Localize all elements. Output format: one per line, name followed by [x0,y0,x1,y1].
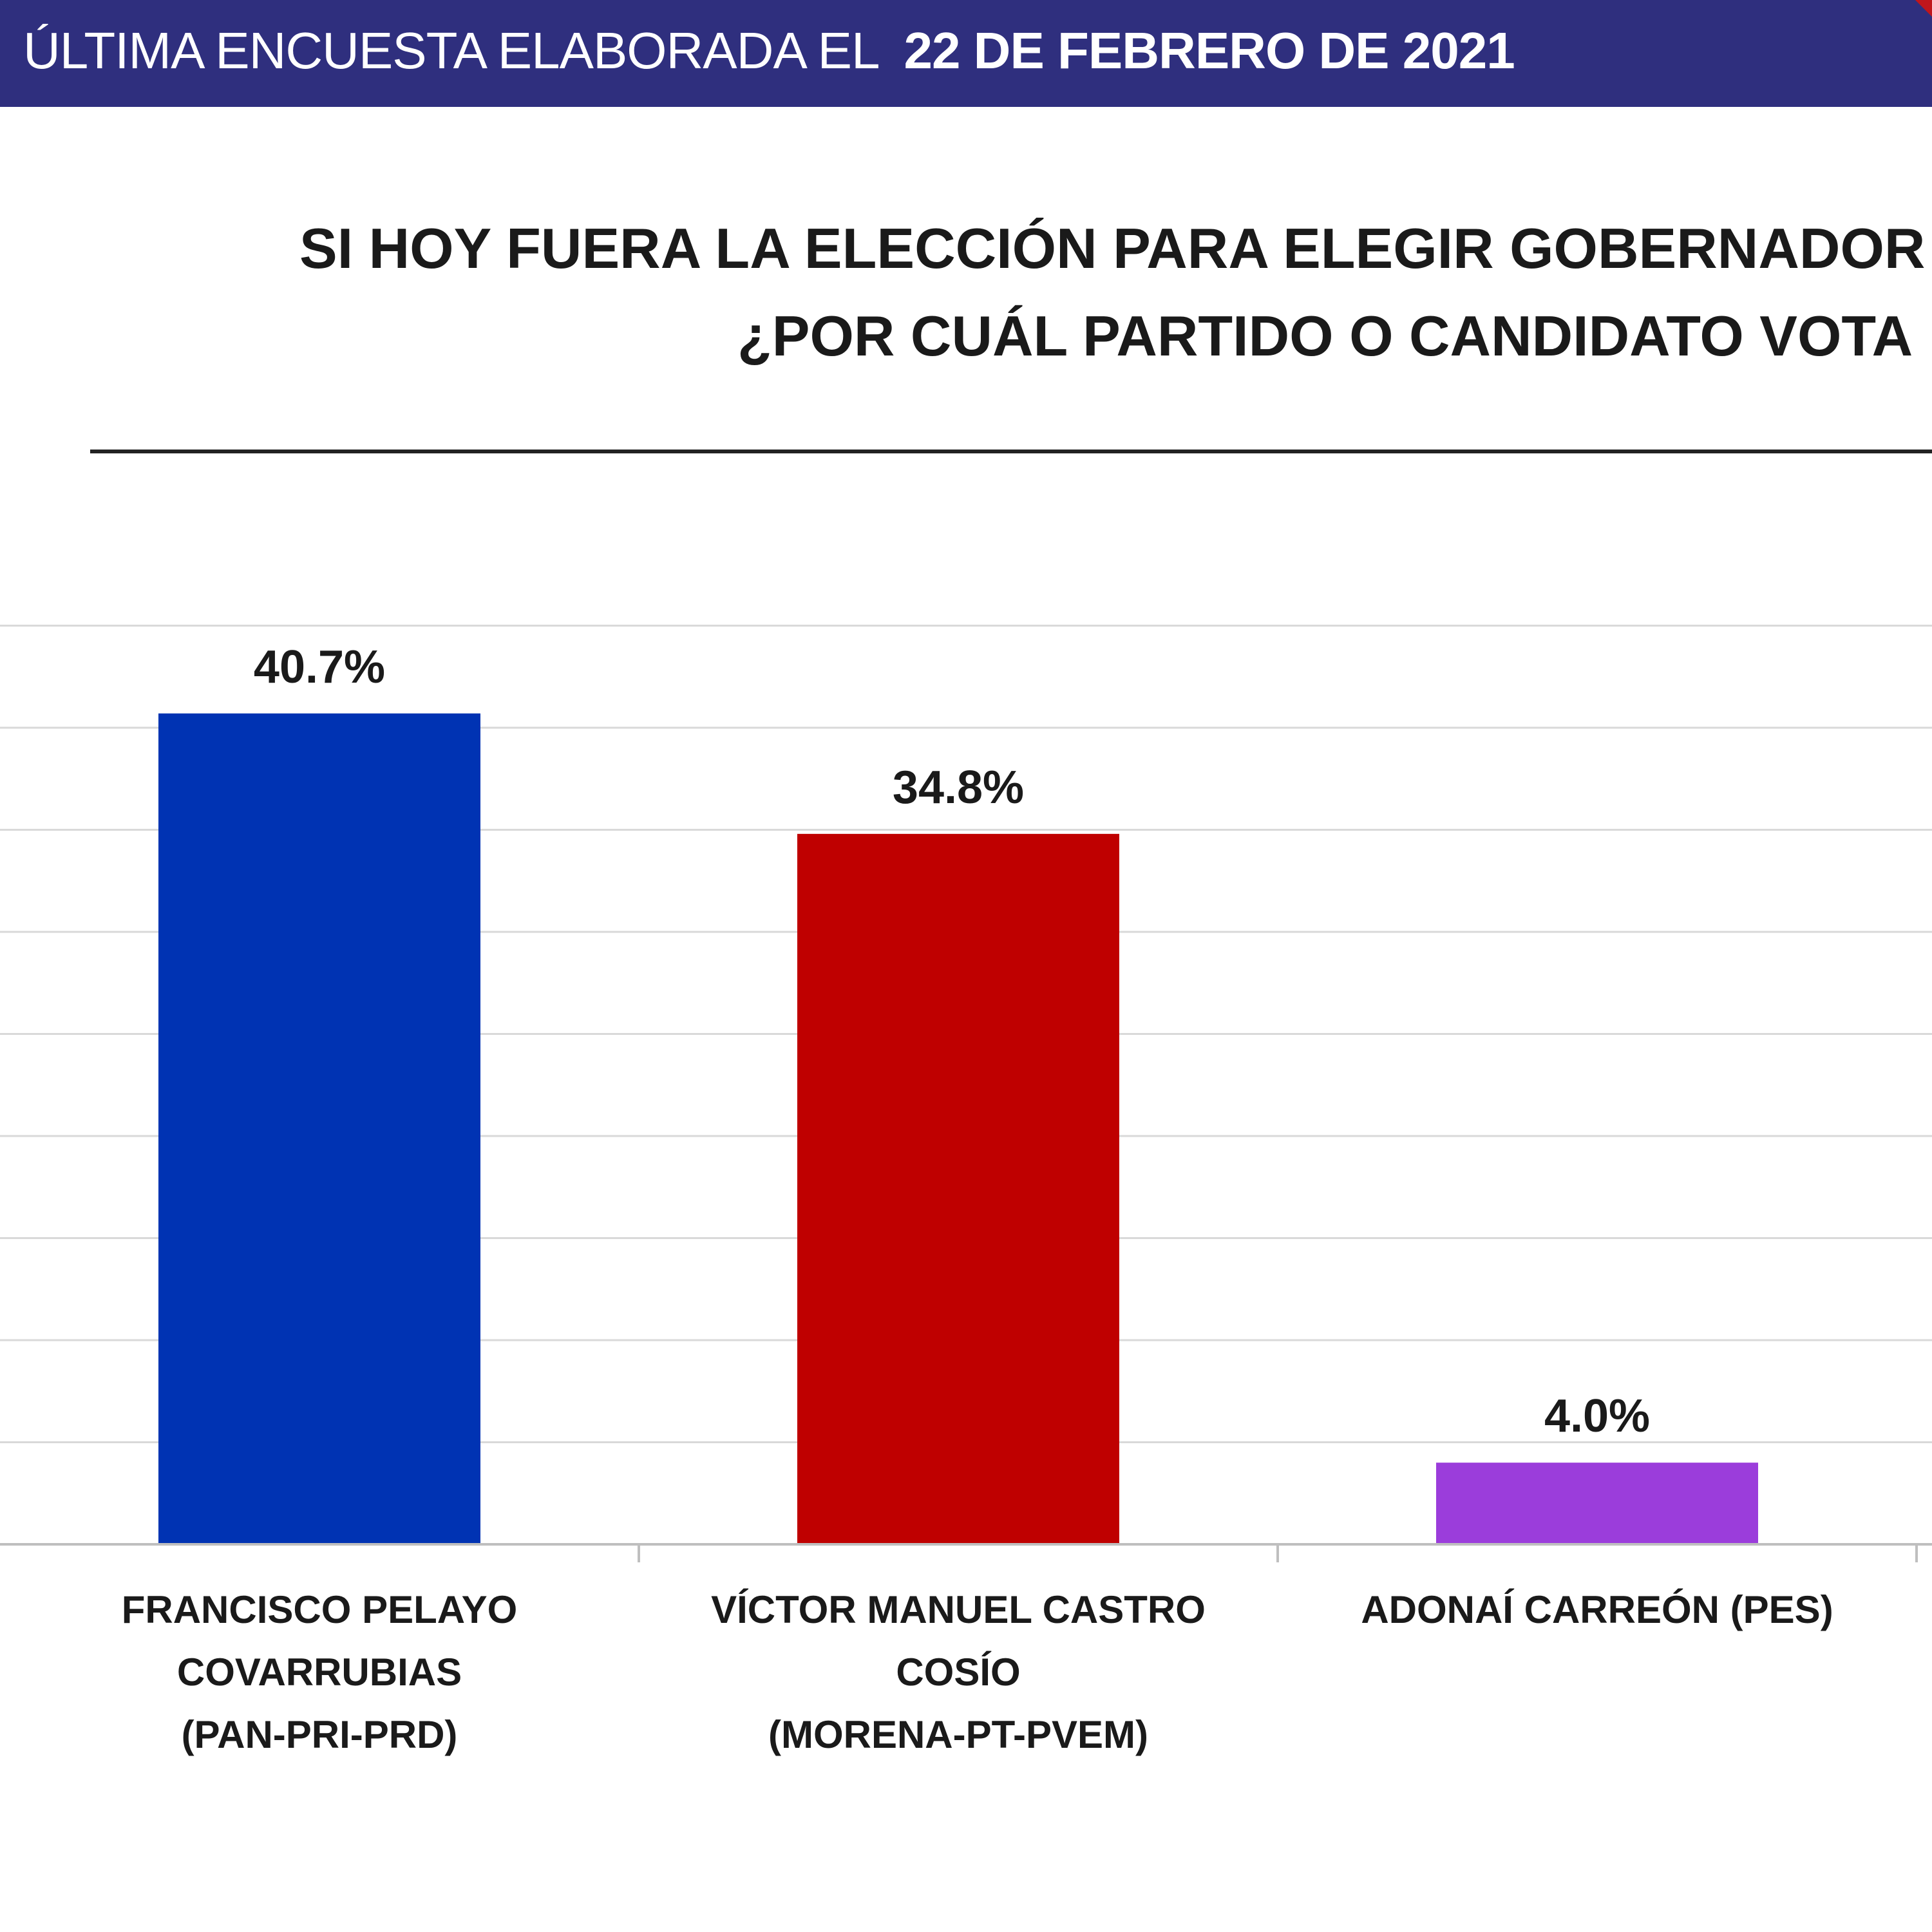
bar-1 [158,713,480,1544]
category-label-2-line-1: VÍCTOR MANUEL CASTRO [711,1588,1206,1631]
corner-accent [1915,0,1932,17]
survey-date-banner: ÚLTIMA ENCUESTA ELABORADA EL 22 DE FEBRER… [0,0,1932,107]
chart-title: SI HOY FUERA LA ELECCIÓN PARA ELEGIR GOB… [299,205,1932,380]
category-label-1-line-2: COVARRUBIAS [177,1651,462,1694]
bar-3 [1436,1463,1758,1544]
bars: 40.7% 34.8% 4.0% [158,641,1758,1544]
bar-value-label-2: 34.8% [893,762,1024,813]
category-label-3-line-1: ADONAÍ CARREÓN (PES) [1361,1588,1833,1631]
category-label-2: VÍCTOR MANUEL CASTRO COSÍO (MORENA-PT-PVEM… [711,1588,1206,1756]
banner-prefix: ÚLTIMA ENCUESTA ELABORADA EL [23,22,880,79]
category-label-1-line-3: (PAN-PRI-PRD) [182,1713,458,1756]
banner-text: ÚLTIMA ENCUESTA ELABORADA EL 22 DE FEBRER… [23,15,1515,86]
chart-title-line-2: ¿POR CUÁL PARTIDO O CANDIDATO VOTA [737,304,1913,368]
category-label-3: ADONAÍ CARREÓN (PES) [1361,1588,1833,1631]
category-labels: FRANCISCO PELAYO COVARRUBIAS (PAN-PRI-PRD)… [122,1588,1833,1756]
banner-date: 22 DE FEBRERO DE 2021 [904,22,1515,79]
x-axis [0,1543,1932,1562]
category-label-1: FRANCISCO PELAYO COVARRUBIAS (PAN-PRI-PRD) [122,1588,518,1756]
bar-value-label-3: 4.0% [1544,1390,1650,1442]
chart-title-line-1: SI HOY FUERA LA ELECCIÓN PARA ELEGIR GOB… [299,216,1926,280]
category-label-2-line-2: COSÍO [896,1651,1020,1694]
category-label-1-line-1: FRANCISCO PELAYO [122,1588,518,1631]
title-divider [90,450,1932,453]
bar-value-label-1: 40.7% [254,641,385,693]
category-label-2-line-3: (MORENA-PT-PVEM) [768,1713,1148,1756]
bar-2 [797,833,1119,1544]
